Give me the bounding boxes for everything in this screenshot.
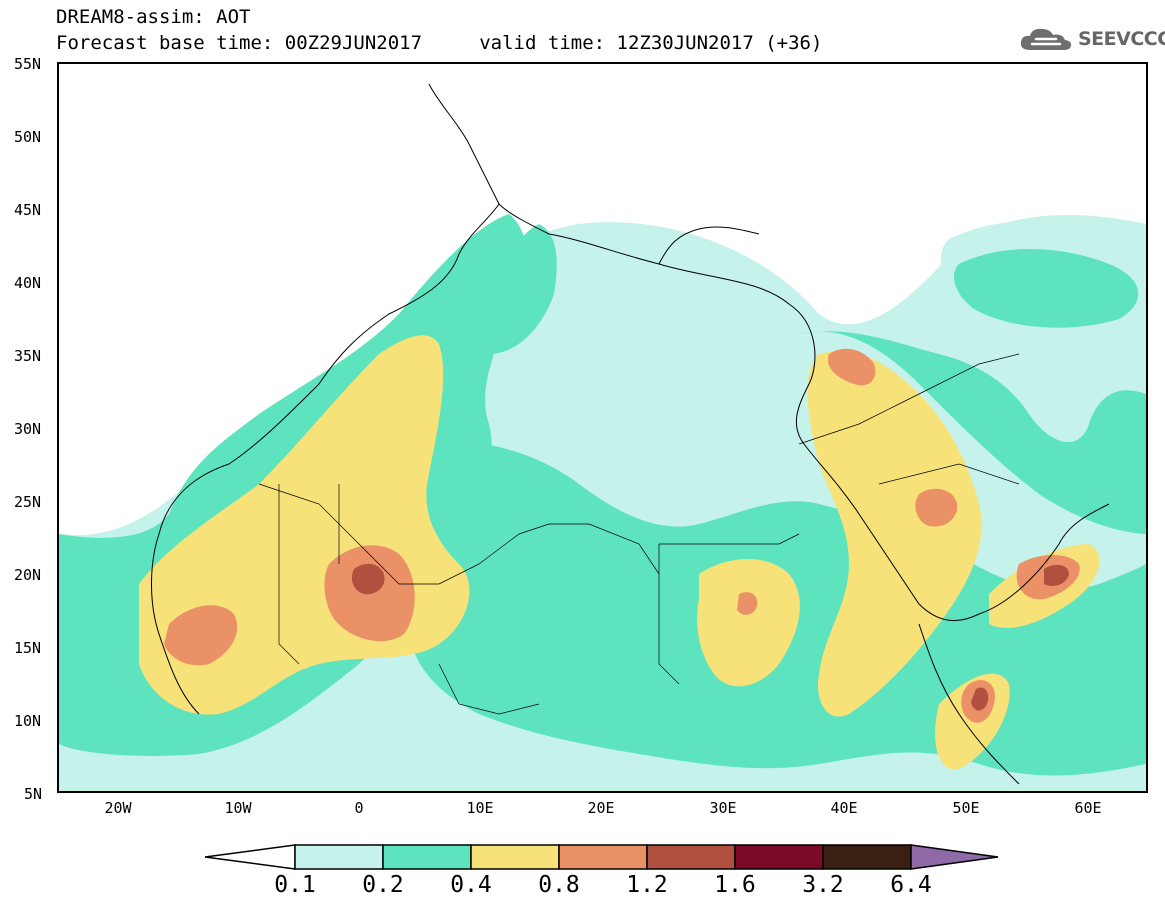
colorbar-bin-0.4-0.8	[470, 844, 560, 870]
lon-label-20e: 20E	[587, 799, 615, 817]
coastlines	[151, 83, 1110, 785]
colorbar	[205, 844, 999, 870]
colorbar-bin-3.2-6.4	[822, 844, 912, 870]
forecast-time-line: Forecast base time: 00Z29JUN2017 valid t…	[56, 32, 823, 54]
colorbar-label-0.2: 0.2	[362, 872, 404, 898]
lon-label-10w: 10W	[224, 799, 252, 817]
lat-label-5n: 5N	[24, 785, 43, 803]
colorbar-low-arrow	[205, 844, 296, 870]
map-panel	[57, 62, 1148, 793]
lon-label-40e: 40E	[830, 799, 858, 817]
lat-label-15n: 15N	[14, 639, 42, 657]
lon-label-50e: 50E	[952, 799, 980, 817]
colorbar-label-6.4: 6.4	[890, 872, 932, 898]
aot-layer-1.2	[351, 563, 1069, 711]
colorbar-bin-1.6-3.2	[734, 844, 824, 870]
lat-label-50n: 50N	[14, 128, 42, 146]
colorbar-bin-0.8-1.2	[558, 844, 648, 870]
colorbar-bin-0.1-0.2	[294, 844, 384, 870]
colorbar-label-0.4: 0.4	[450, 872, 492, 898]
map-title: DREAM8-assim: AOT	[56, 6, 251, 28]
colorbar-label-0.1: 0.1	[274, 872, 316, 898]
colorbar-label-1.6: 1.6	[714, 872, 756, 898]
lat-label-25n: 25N	[14, 493, 42, 511]
lat-label-55n: 55N	[14, 55, 42, 73]
lat-label-20n: 20N	[14, 566, 42, 584]
lon-label-10e: 10E	[466, 799, 494, 817]
seevccc-logo: SEEVCCC	[1018, 24, 1165, 54]
colorbar-bin-1.2-1.6	[646, 844, 736, 870]
colorbar-high-arrow	[910, 844, 999, 870]
aot-map	[59, 83, 1146, 791]
lat-label-30n: 30N	[14, 420, 42, 438]
lon-label-30e: 30E	[709, 799, 737, 817]
country-borders	[258, 353, 1020, 715]
lat-label-35n: 35N	[14, 347, 42, 365]
colorbar-label-3.2: 3.2	[802, 872, 844, 898]
lat-label-45n: 45N	[14, 201, 42, 219]
colorbar-bin-0.2-0.4	[382, 844, 472, 870]
lat-label-10n: 10N	[14, 712, 42, 730]
lon-label-20w: 20W	[104, 799, 132, 817]
lon-label-60e: 60E	[1074, 799, 1102, 817]
colorbar-label-1.2: 1.2	[626, 872, 668, 898]
lat-label-40n: 40N	[14, 274, 42, 292]
colorbar-label-0.8: 0.8	[538, 872, 580, 898]
lon-label-0: 0	[354, 799, 364, 817]
cloud-icon	[1020, 28, 1072, 50]
logo-text: SEEVCCC	[1078, 28, 1165, 50]
